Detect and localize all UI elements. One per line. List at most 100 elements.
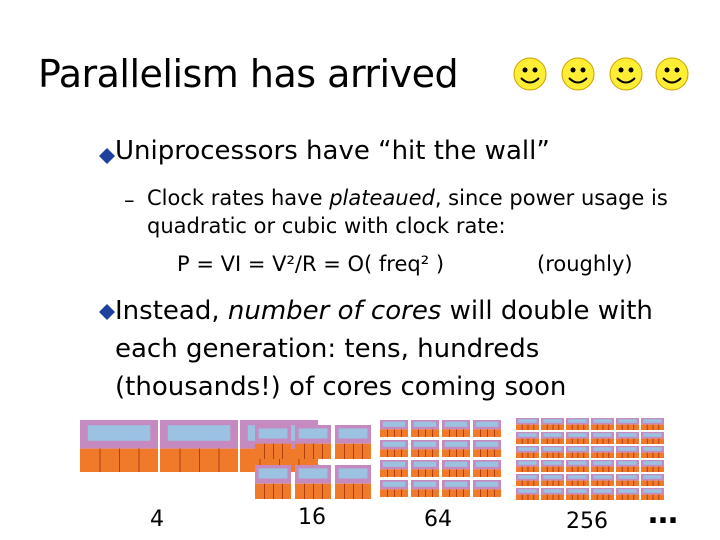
chip-part [621, 424, 623, 430]
chip-part [282, 483, 283, 499]
chip-part [418, 469, 419, 477]
chip-part [558, 438, 560, 444]
chip-part [527, 452, 529, 458]
chip-part [480, 469, 481, 477]
chip-part [456, 429, 457, 437]
emphasis: number of cores [227, 296, 442, 326]
chip-part [418, 489, 419, 497]
chip-part [627, 494, 629, 500]
chip-part [643, 419, 662, 423]
chip-part [543, 433, 562, 437]
chip-part [643, 461, 662, 465]
chip-part [643, 489, 662, 493]
chip-part [475, 481, 499, 487]
chip-part [596, 424, 598, 430]
chip-part [546, 424, 548, 430]
chip-part [593, 433, 612, 437]
chip-part [425, 489, 426, 497]
chip-part [394, 489, 395, 497]
chip-part [533, 452, 535, 458]
smileys [513, 57, 689, 91]
chip-part [264, 443, 265, 459]
chip-part [652, 424, 654, 430]
chip-part [425, 469, 426, 477]
chip-part [577, 466, 579, 472]
chip-part [258, 468, 288, 479]
chip-part [99, 448, 101, 472]
chip-part [264, 483, 265, 499]
chip-part [618, 461, 637, 465]
chip-part [568, 475, 587, 479]
chip-part [571, 480, 573, 486]
chip-part [552, 480, 554, 486]
chip-part [258, 428, 288, 439]
chip-part [658, 452, 660, 458]
chip-part [621, 452, 623, 458]
chip-part [382, 461, 406, 467]
chip-part [487, 469, 488, 477]
chip-part [593, 447, 612, 451]
chip-part [608, 438, 610, 444]
chip-part [652, 438, 654, 444]
chip-part [521, 452, 523, 458]
chip-part [552, 466, 554, 472]
core-count: 64 [424, 507, 452, 532]
chip-part [546, 480, 548, 486]
chip-part [449, 489, 450, 497]
chip-part [487, 449, 488, 457]
chip-part [618, 475, 637, 479]
chip-part [413, 421, 437, 427]
chip-part [456, 469, 457, 477]
chip-part [546, 494, 548, 500]
chip-part [413, 441, 437, 447]
chip-part [521, 466, 523, 472]
chip-part [552, 452, 554, 458]
chip-part [463, 449, 464, 457]
chip-part [475, 461, 499, 467]
chip-part [521, 494, 523, 500]
chip-part [596, 480, 598, 486]
chip-part [658, 438, 660, 444]
chip-part [338, 468, 368, 479]
chip-part [382, 421, 406, 427]
chip-part [583, 466, 585, 472]
chip-part [633, 438, 635, 444]
chip-part [344, 483, 345, 499]
chip-part [577, 438, 579, 444]
chip-part [571, 438, 573, 444]
chip-part [518, 475, 537, 479]
chip-part [577, 494, 579, 500]
chip-part [179, 448, 181, 472]
chip-part [596, 452, 598, 458]
chip-part [658, 494, 660, 500]
chip-part [583, 494, 585, 500]
svg-text:–: – [124, 188, 135, 212]
chip-part [494, 489, 495, 497]
chip-part [138, 448, 140, 472]
chip-part [583, 424, 585, 430]
chip-part [593, 489, 612, 493]
chip-part [643, 475, 662, 479]
chip-part [583, 480, 585, 486]
chip-part [621, 480, 623, 486]
chip-part [608, 480, 610, 486]
chip-part [521, 424, 523, 430]
chip-part [608, 494, 610, 500]
chip-part [418, 429, 419, 437]
chip-part [633, 494, 635, 500]
chip-part [527, 494, 529, 500]
chip-part [543, 475, 562, 479]
text: , since power usage is quadratic or cubi… [147, 186, 668, 238]
chip-part [646, 438, 648, 444]
chip-part [394, 449, 395, 457]
chip-part [627, 438, 629, 444]
chip-part [313, 483, 314, 499]
chip-part [298, 448, 300, 472]
chip-part [449, 469, 450, 477]
chip-part [652, 466, 654, 472]
chip-part [87, 425, 151, 441]
chip-part [533, 480, 535, 486]
note: (roughly) [537, 252, 633, 276]
chip-part [546, 438, 548, 444]
chip-part [658, 466, 660, 472]
